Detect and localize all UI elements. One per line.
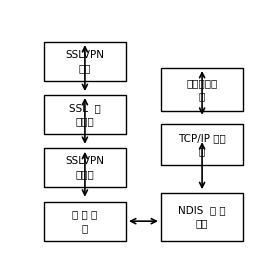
Bar bbox=[44, 148, 126, 187]
Bar bbox=[44, 95, 126, 134]
Text: TCP/IP 协议
栈: TCP/IP 协议 栈 bbox=[178, 133, 226, 156]
Text: NDIS  中 间
驱动: NDIS 中 间 驱动 bbox=[178, 205, 226, 228]
Bar bbox=[161, 193, 243, 241]
Text: 网络应用程
序: 网络应用程 序 bbox=[186, 78, 218, 101]
Text: SSL  加
密隧道: SSL 加 密隧道 bbox=[69, 103, 101, 126]
Bar bbox=[44, 42, 126, 81]
Bar bbox=[161, 68, 243, 111]
Bar bbox=[44, 202, 126, 241]
Text: 虚 拟 网
卡: 虚 拟 网 卡 bbox=[72, 209, 97, 233]
Text: SSLVPN
网关: SSLVPN 网关 bbox=[66, 50, 104, 73]
Bar bbox=[161, 124, 243, 165]
Text: SSLVPN
客户端: SSLVPN 客户端 bbox=[66, 156, 104, 179]
